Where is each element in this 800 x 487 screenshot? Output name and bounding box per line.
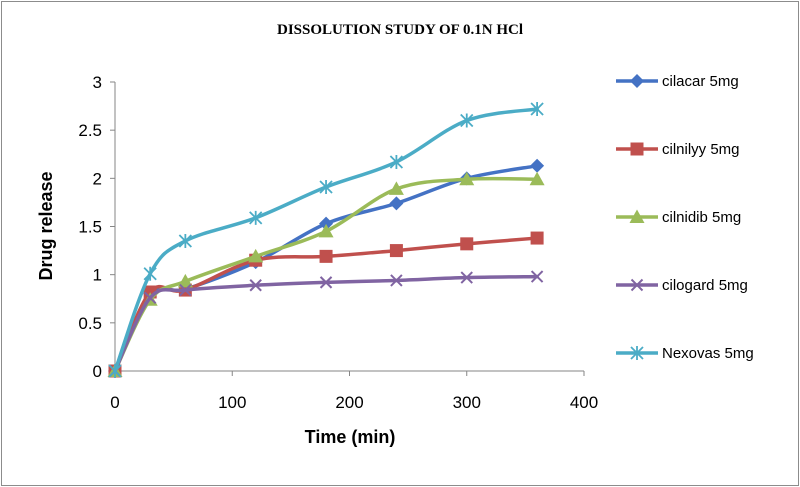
y-tick-label: 1.5 [78, 218, 102, 237]
data-point [529, 171, 545, 186]
legend-item: cilnilyy 5mg [616, 141, 740, 158]
data-point [143, 291, 157, 304]
legend-label: cilnidib 5mg [662, 209, 741, 226]
x-tick-label: 0 [110, 393, 119, 412]
legend-label: cilogard 5mg [662, 277, 748, 294]
data-point [249, 279, 262, 292]
data-point [389, 196, 404, 211]
legend-swatch-marker [630, 142, 644, 156]
data-point [530, 231, 544, 245]
series-1 [108, 231, 544, 378]
series-line [113, 107, 539, 373]
data-point [530, 158, 545, 173]
data-point [178, 233, 192, 248]
series-2 [107, 171, 545, 377]
x-tick-label: 100 [218, 393, 246, 412]
data-point [177, 273, 193, 288]
data-point [143, 266, 157, 281]
legend-swatch-marker [629, 209, 645, 223]
legend-label: Nexovas 5mg [662, 345, 754, 362]
data-point [248, 248, 264, 263]
x-tick-label: 300 [453, 393, 481, 412]
data-point [319, 276, 333, 289]
legend-swatch-marker [630, 278, 644, 292]
y-tick-label: 2 [93, 169, 102, 188]
y-tick-label: 0 [93, 362, 102, 381]
data-point [179, 283, 192, 297]
legend: cilacar 5mg cilnilyy 5mg cilnidib 5mg cilog… [616, 73, 754, 362]
legend-swatch-marker [630, 346, 644, 360]
legend-item: Nexovas 5mg [616, 345, 754, 362]
legend-item: cilnidib 5mg [616, 209, 741, 226]
plot-area: 0 0.5 1 1.5 2 2.5 3 0 100 200 300 400 [78, 73, 598, 412]
legend-label: cilnilyy 5mg [662, 141, 740, 158]
legend-label: cilacar 5mg [662, 73, 739, 90]
series-line [113, 274, 539, 373]
data-point [460, 237, 474, 251]
y-axis-title: Drug release [36, 171, 56, 280]
legend-item: cilogard 5mg [616, 277, 748, 294]
x-axis-title: Time (min) [305, 427, 396, 447]
data-point [108, 364, 122, 378]
series-line [113, 176, 539, 373]
data-point [389, 154, 404, 169]
data-point [530, 101, 544, 116]
data-point [459, 171, 475, 186]
data-point [460, 271, 473, 284]
data-point [460, 113, 474, 128]
x-tick-label: 400 [570, 393, 598, 412]
data-point [249, 210, 263, 225]
legend-swatch-marker [630, 74, 644, 88]
x-tick-label: 200 [335, 393, 363, 412]
data-point [319, 180, 333, 195]
y-tick-label: 1 [93, 266, 102, 285]
y-tick-label: 0.5 [78, 314, 102, 333]
data-point [390, 274, 403, 287]
data-point [389, 244, 403, 258]
data-point [318, 223, 334, 238]
data-point [388, 181, 404, 195]
y-tick-label: 3 [93, 73, 102, 92]
chart-title: DISSOLUTION STUDY OF 0.1N HCl [277, 22, 523, 38]
data-point [319, 249, 333, 263]
legend-item: cilacar 5mg [616, 73, 739, 90]
series-4 [108, 101, 544, 378]
series-line [113, 164, 539, 373]
data-point [319, 216, 334, 231]
y-tick-label: 2.5 [78, 121, 102, 140]
data-point [530, 270, 544, 283]
